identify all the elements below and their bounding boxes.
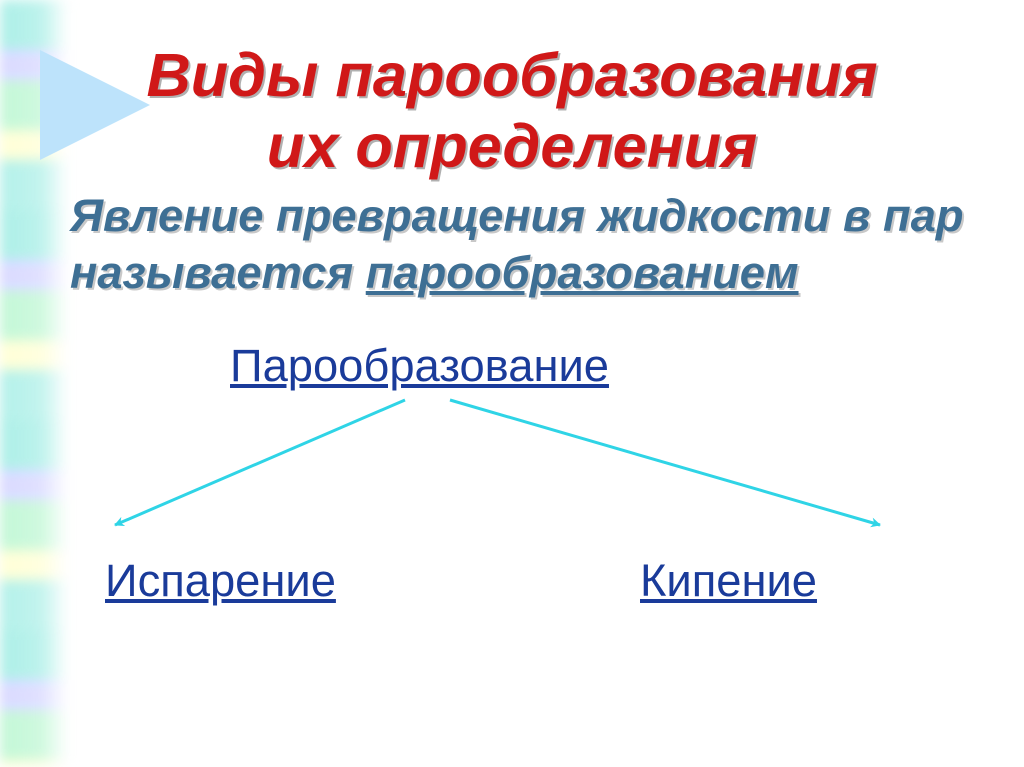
title-line-1: Виды парообразования: [0, 40, 1024, 111]
slide-subtitle: Явление превращения жидкости в пар назыв…: [70, 188, 994, 301]
diagram-top-term: Парообразование: [230, 340, 609, 392]
title-line-2: их определения: [0, 111, 1024, 182]
slide-title: Виды парообразования их определения: [0, 40, 1024, 181]
arrow-left: [115, 400, 405, 525]
diagram-left-term: Испарение: [105, 555, 336, 607]
diagram-right-term: Кипение: [640, 555, 817, 607]
arrow-right: [450, 400, 880, 525]
subtitle-underlined: парообразованием: [366, 247, 799, 298]
